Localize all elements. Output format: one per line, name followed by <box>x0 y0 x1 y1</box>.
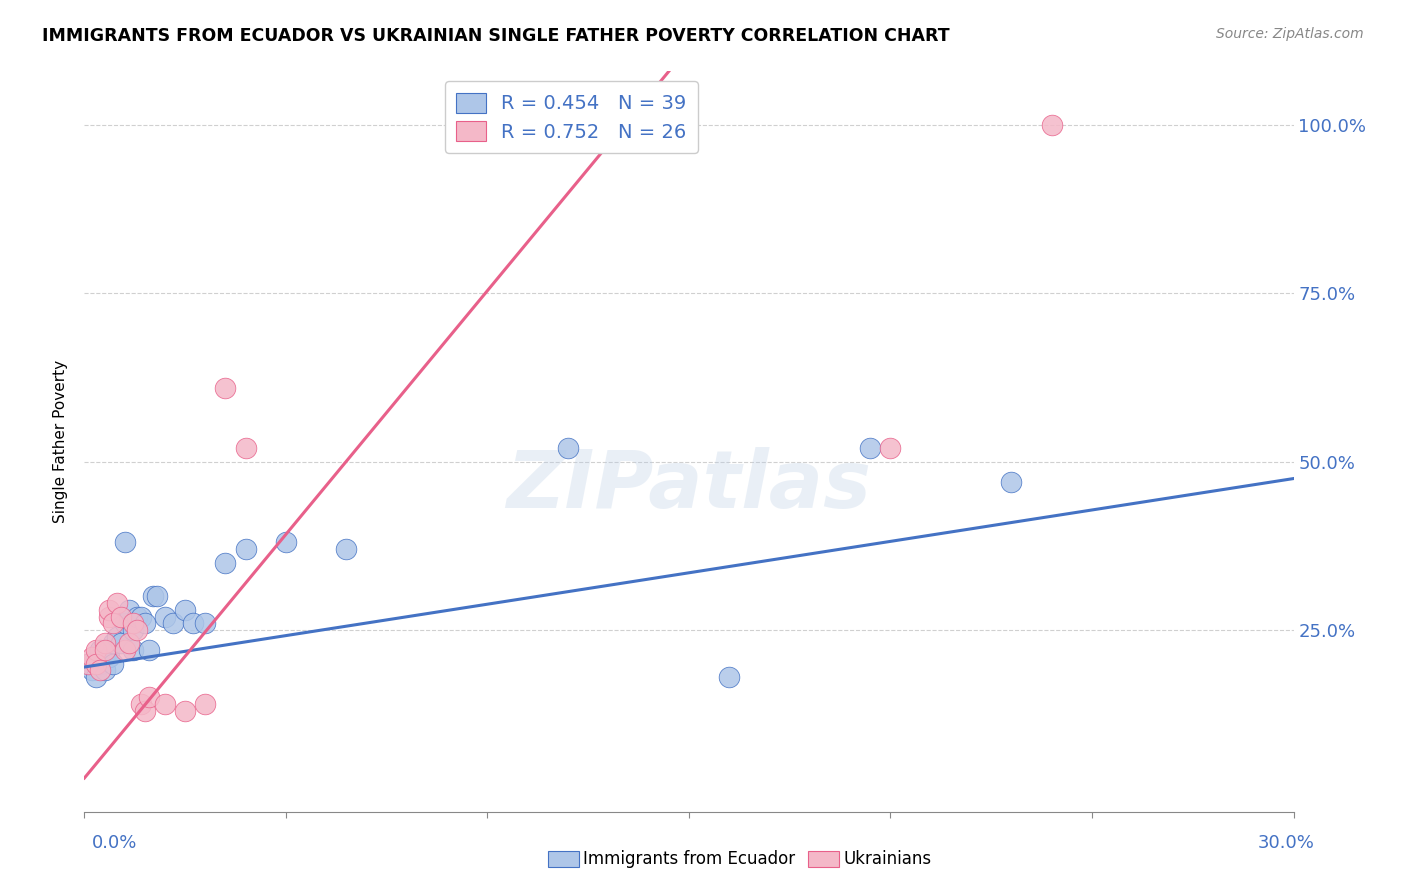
Point <box>134 616 156 631</box>
Point <box>101 657 124 671</box>
Point <box>129 609 152 624</box>
Point <box>97 609 120 624</box>
Point <box>97 649 120 664</box>
Point <box>86 649 108 664</box>
Point <box>138 643 160 657</box>
Text: ZIPatlas: ZIPatlas <box>506 447 872 525</box>
Point <box>110 609 132 624</box>
Point <box>134 704 156 718</box>
Point <box>174 603 197 617</box>
Point <box>77 657 100 671</box>
Point <box>93 643 115 657</box>
Point <box>162 616 184 631</box>
Point <box>194 697 217 711</box>
Point <box>97 643 120 657</box>
Point <box>82 657 104 671</box>
Point <box>557 442 579 456</box>
Point <box>879 442 901 456</box>
Point <box>153 609 176 624</box>
Point <box>121 643 143 657</box>
Point <box>125 623 148 637</box>
Point <box>97 603 120 617</box>
Text: Ukrainians: Ukrainians <box>844 850 932 868</box>
Point <box>174 704 197 718</box>
Point <box>181 616 204 631</box>
Point <box>89 657 111 671</box>
Point <box>105 630 128 644</box>
Point <box>77 657 100 671</box>
Legend: R = 0.454   N = 39, R = 0.752   N = 26: R = 0.454 N = 39, R = 0.752 N = 26 <box>444 81 697 153</box>
Point <box>1000 475 1022 489</box>
Point <box>235 442 257 456</box>
Text: Source: ZipAtlas.com: Source: ZipAtlas.com <box>1216 27 1364 41</box>
Point <box>335 542 357 557</box>
Text: Immigrants from Ecuador: Immigrants from Ecuador <box>583 850 796 868</box>
Point <box>118 636 141 650</box>
Point <box>93 664 115 678</box>
Point <box>142 590 165 604</box>
Point <box>214 556 236 570</box>
Point <box>718 670 741 684</box>
Point <box>146 590 169 604</box>
Y-axis label: Single Father Poverty: Single Father Poverty <box>53 360 69 523</box>
Point <box>86 643 108 657</box>
Point <box>194 616 217 631</box>
Point <box>121 623 143 637</box>
Point <box>1040 118 1063 132</box>
Point <box>118 603 141 617</box>
Text: 30.0%: 30.0% <box>1258 834 1315 852</box>
Point <box>93 636 115 650</box>
Point <box>114 643 136 657</box>
Point <box>89 643 111 657</box>
Point <box>114 616 136 631</box>
Point <box>114 535 136 549</box>
Text: IMMIGRANTS FROM ECUADOR VS UKRAINIAN SINGLE FATHER POVERTY CORRELATION CHART: IMMIGRANTS FROM ECUADOR VS UKRAINIAN SIN… <box>42 27 950 45</box>
Text: 0.0%: 0.0% <box>91 834 136 852</box>
Point <box>859 442 882 456</box>
Point <box>86 670 108 684</box>
Point <box>82 664 104 678</box>
Point <box>110 636 132 650</box>
Point <box>121 616 143 631</box>
Point <box>89 664 111 678</box>
Point <box>214 381 236 395</box>
Point <box>101 616 124 631</box>
Point <box>274 535 297 549</box>
Point <box>86 657 108 671</box>
Point <box>138 690 160 705</box>
Point <box>129 697 152 711</box>
Point <box>93 649 115 664</box>
Point <box>153 697 176 711</box>
Point <box>82 649 104 664</box>
Point <box>105 596 128 610</box>
Point <box>235 542 257 557</box>
Point <box>101 636 124 650</box>
Point <box>125 609 148 624</box>
